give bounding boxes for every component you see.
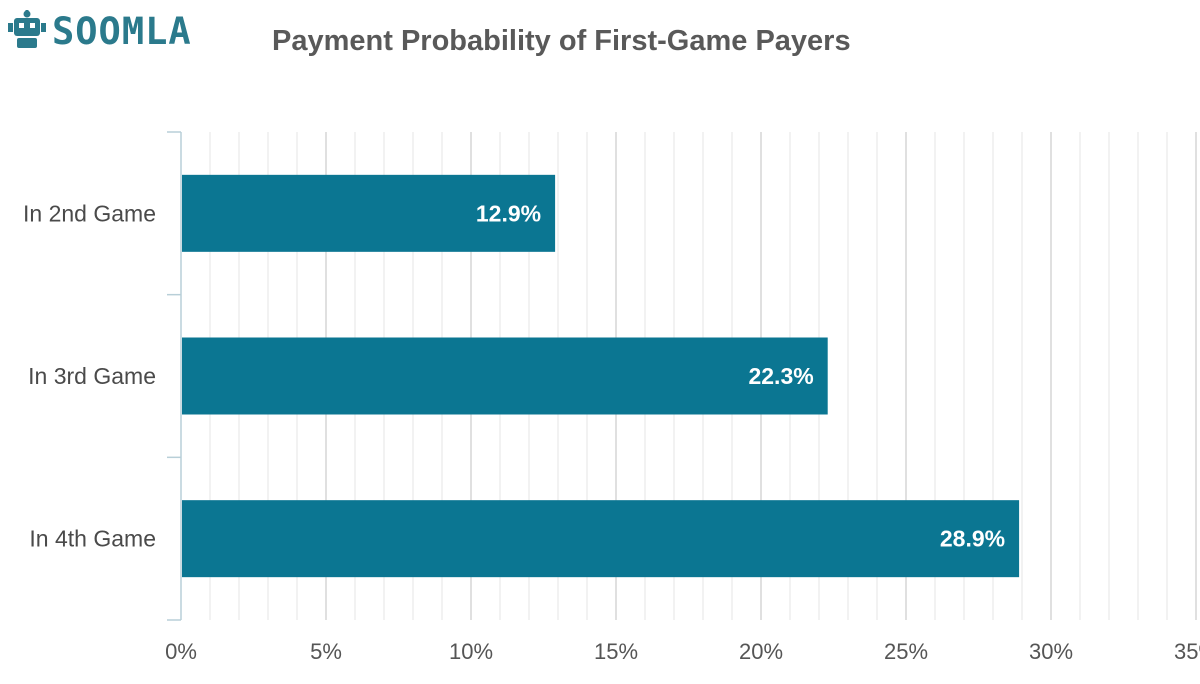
robot-logo-icon — [8, 10, 46, 48]
category-label: In 2nd Game — [23, 200, 156, 226]
bar — [182, 174, 556, 252]
logo-wordmark: SOOMLA — [52, 9, 192, 53]
x-tick-label: 20% — [739, 639, 783, 664]
soomla-logo: SOOMLA — [8, 10, 192, 52]
bar — [182, 337, 828, 415]
x-tick-label: 30% — [1029, 639, 1073, 664]
x-tick-label: 10% — [449, 639, 493, 664]
x-tick-label: 25% — [884, 639, 928, 664]
x-tick-label: 15% — [594, 639, 638, 664]
data-label: 28.9% — [940, 526, 1005, 552]
data-label: 22.3% — [748, 363, 813, 389]
category-label: In 3rd Game — [28, 363, 156, 389]
bar — [182, 500, 1020, 578]
category-label: In 4th Game — [29, 526, 156, 552]
chart-title: Payment Probability of First-Game Payers — [272, 25, 851, 57]
x-tick-label: 35% — [1174, 639, 1200, 664]
x-tick-label: 5% — [310, 639, 342, 664]
x-tick-label: 0% — [165, 639, 197, 664]
data-label: 12.9% — [476, 200, 541, 226]
